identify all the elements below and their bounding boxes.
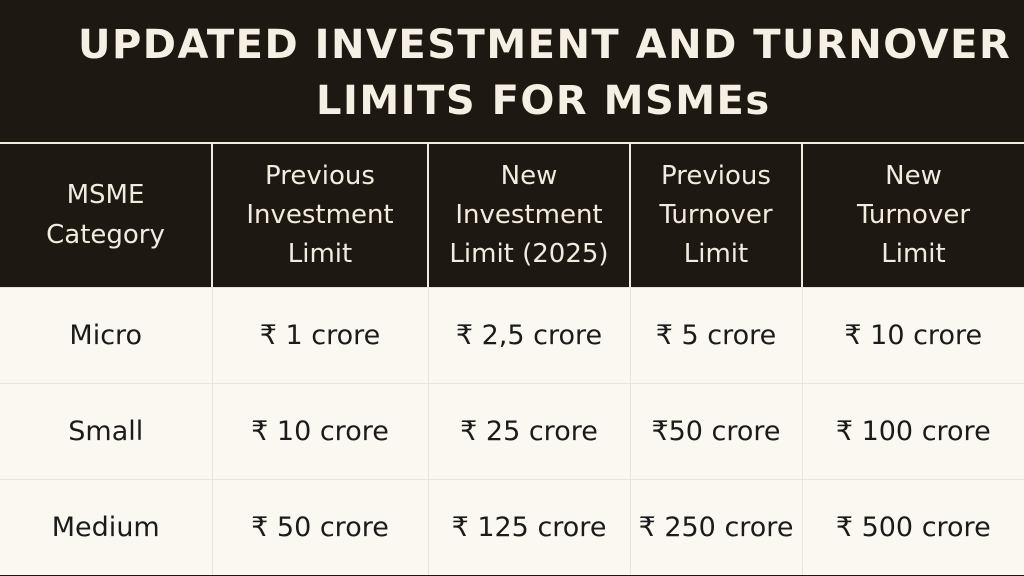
header-line: Turnover [856,199,971,230]
header-line: Limit [683,238,749,269]
header-line: Limit (2025) [449,238,609,269]
title-banner: UPDATED INVESTMENT AND TURNOVER LIMITS F… [0,0,1024,142]
header-line: Limit [881,238,946,269]
header-line: Investment [455,199,603,230]
header-line: Limit [287,238,353,269]
new-turnover-cell: ₹ 10 crore [801,286,1024,383]
new-turnover-cell: ₹ 100 crore [801,382,1024,479]
header-row: MSME Category Previous Investment Limit … [0,142,1024,287]
title-line-1: UPDATED INVESTMENT AND TURNOVER [78,22,1012,68]
previous-turnover-cell: ₹ 250 crore [629,478,802,575]
category-cell: Micro [0,286,212,383]
header-msme-category: MSME Category [0,142,212,287]
new-investment-cell: ₹ 25 crore [427,382,630,479]
category-cell: Small [0,382,212,479]
header-line: Category [46,220,165,251]
new-turnover-cell: ₹ 500 crore [801,478,1024,575]
table-row-micro: Micro ₹ 1 crore ₹ 2,5 crore ₹ 5 crore ₹ … [0,286,1024,383]
previous-turnover-cell: ₹50 crore [629,382,802,479]
title-line-2: LIMITS FOR MSMEs [316,78,771,124]
previous-turnover-cell: ₹ 5 crore [629,286,802,383]
header-line: Previous [661,160,771,191]
header-new-investment-limit: New Investment Limit (2025) [427,142,630,287]
previous-investment-cell: ₹ 50 crore [211,478,428,575]
header-previous-turnover-limit: Previous Turnover Limit [629,142,802,287]
header-line: Previous [265,160,375,191]
previous-investment-cell: ₹ 10 crore [211,382,428,479]
header-line: Investment [246,199,394,230]
table-row-small: Small ₹ 10 crore ₹ 25 crore ₹50 crore ₹ … [0,382,1024,479]
new-investment-cell: ₹ 2,5 crore [427,286,630,383]
header-line: New [500,160,558,191]
limits-table: MSME Category Previous Investment Limit … [0,142,1024,575]
header-new-turnover-limit: New Turnover Limit [801,142,1024,287]
header-line: MSME [66,180,145,211]
category-cell: Medium [0,478,212,575]
table-row-medium: Medium ₹ 50 crore ₹ 125 crore ₹ 250 cror… [0,478,1024,575]
previous-investment-cell: ₹ 1 crore [211,286,428,383]
header-line: Turnover [659,199,773,230]
header-previous-investment-limit: Previous Investment Limit [211,142,428,287]
new-investment-cell: ₹ 125 crore [427,478,630,575]
header-line: New [885,160,942,191]
